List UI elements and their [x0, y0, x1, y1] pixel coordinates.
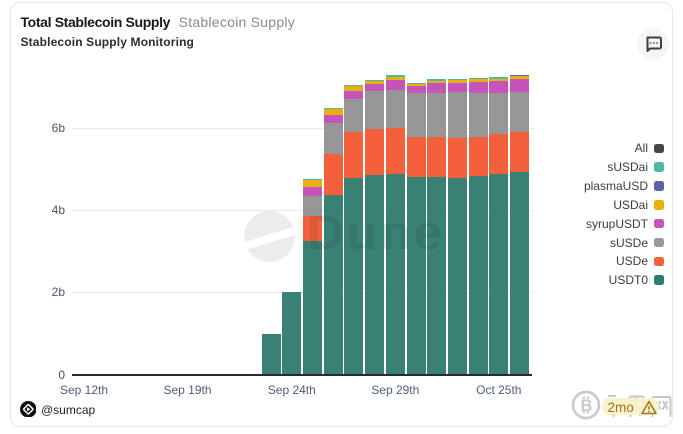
- svg-text:B: B: [580, 397, 592, 415]
